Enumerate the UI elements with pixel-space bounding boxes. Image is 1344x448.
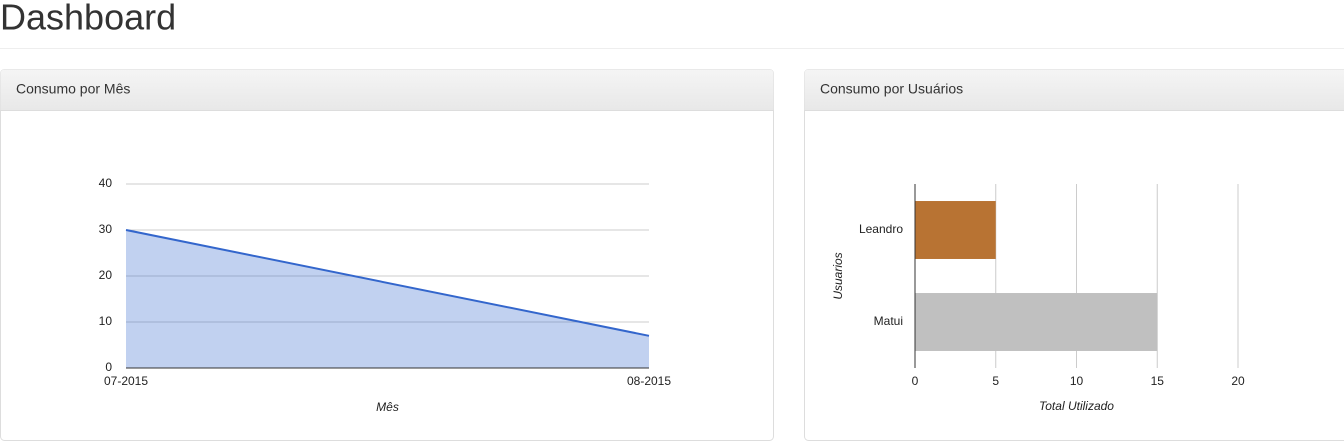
- x-axis-title: Total Utilizado: [1039, 399, 1114, 413]
- y-tick-label: 0: [105, 360, 112, 374]
- area-line: [125, 229, 650, 337]
- y-tick-label: 20: [99, 268, 113, 282]
- panel: Consumo por Mês: [0, 69, 774, 441]
- panel-title: Consumo por Usuários: [820, 81, 963, 97]
- y-tick-label: 10: [99, 314, 113, 328]
- panel-title: Consumo por Mês: [16, 81, 130, 97]
- y-tick-label: Matui: [874, 314, 903, 328]
- bar: [915, 293, 1158, 351]
- area-fill: [126, 230, 649, 368]
- x-tick-label: 08-2015: [627, 374, 671, 388]
- y-axis-title: Usuarios: [831, 252, 845, 299]
- x-tick-label: 10: [1070, 374, 1084, 388]
- y-tick-label: Leandro: [859, 222, 903, 236]
- x-axis-title: Mês: [376, 400, 399, 414]
- x-tick-label: 15: [1151, 374, 1165, 388]
- bar: [915, 201, 996, 259]
- x-tick-label: 0: [912, 374, 919, 388]
- y-tick-label: 40: [99, 176, 113, 190]
- y-tick-label: 30: [99, 222, 113, 236]
- x-tick-label: 20: [1231, 374, 1245, 388]
- x-tick-label: 5: [992, 374, 999, 388]
- x-tick-label: 07-2015: [104, 374, 148, 388]
- page-title: Dashboard: [0, 0, 176, 38]
